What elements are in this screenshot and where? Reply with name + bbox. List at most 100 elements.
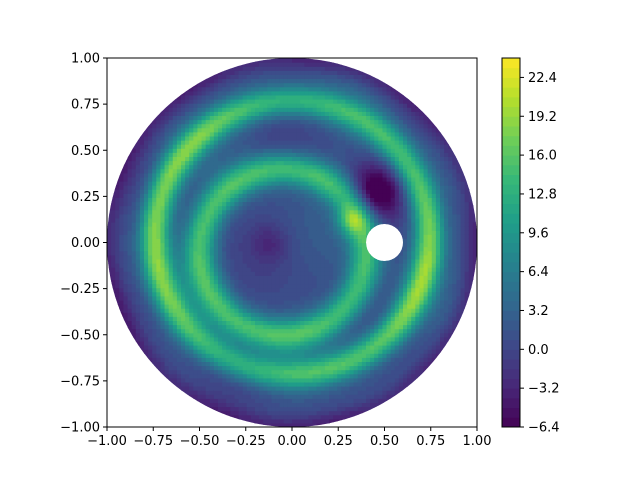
- contour-cell: [333, 312, 338, 317]
- contour-cell: [189, 127, 194, 133]
- contour-cell: [135, 238, 141, 244]
- contour-cell: [218, 115, 223, 121]
- contour-cell: [152, 156, 157, 162]
- contour-cell: [329, 111, 334, 116]
- contour-cell: [275, 291, 281, 297]
- contour-cell: [176, 99, 182, 104]
- contour-cell: [250, 156, 256, 162]
- contour-cell: [255, 62, 260, 67]
- contour-cell: [304, 263, 310, 268]
- contour-cell: [213, 365, 219, 371]
- contour-cell: [275, 402, 281, 408]
- contour-cell: [234, 119, 240, 125]
- contour-cell: [176, 275, 182, 280]
- contour-cell: [197, 258, 203, 264]
- contour-cell: [250, 304, 256, 309]
- contour-cell: [357, 123, 363, 129]
- contour-cell: [164, 357, 170, 362]
- contour-cell: [213, 369, 219, 375]
- contour-cell: [230, 140, 236, 145]
- contour-cell: [152, 295, 157, 301]
- contour-cell: [316, 271, 322, 276]
- contour-cell: [292, 312, 297, 317]
- contour-cell: [329, 185, 334, 190]
- contour-cell: [193, 168, 199, 174]
- contour-cell: [148, 140, 153, 145]
- contour-cell: [213, 99, 219, 104]
- contour-cell: [238, 328, 244, 334]
- contour-cell: [271, 275, 277, 280]
- contour-cell: [189, 140, 194, 145]
- contour-cell: [234, 181, 240, 186]
- contour-cell: [312, 152, 318, 157]
- contour-cell: [312, 226, 318, 231]
- contour-cell: [329, 398, 334, 403]
- contour-cell: [176, 345, 182, 350]
- contour-cell: [197, 94, 203, 100]
- contour-cell: [304, 316, 310, 321]
- contour-cell: [357, 78, 363, 84]
- contour-cell: [271, 94, 277, 100]
- contour-cell: [218, 304, 223, 309]
- contour-cell: [283, 82, 289, 88]
- contour-cell: [185, 242, 190, 248]
- contour-cell: [308, 107, 314, 112]
- contour-cell: [320, 312, 326, 317]
- contour-cell: [357, 156, 363, 162]
- contour-cell: [345, 82, 351, 88]
- contour-cell: [275, 332, 281, 338]
- contour-cell: [308, 168, 314, 174]
- contour-cell: [230, 295, 236, 301]
- contour-cell: [139, 336, 145, 342]
- contour-cell: [201, 193, 207, 198]
- contour-cell: [255, 394, 260, 399]
- contour-cell: [341, 127, 347, 133]
- contour-cell: [271, 328, 277, 334]
- contour-cell: [283, 332, 289, 338]
- contour-cell: [308, 78, 314, 84]
- contour-cell: [263, 377, 268, 383]
- contour-cell: [139, 213, 145, 219]
- contour-cell: [345, 340, 351, 346]
- contour-cell: [172, 365, 178, 371]
- contour-cell: [324, 250, 330, 256]
- contour-cell: [345, 99, 351, 104]
- contour-cell: [341, 86, 347, 92]
- contour-cell: [185, 263, 190, 268]
- contour-cell: [222, 324, 227, 330]
- contour-cell: [185, 164, 190, 170]
- contour-cell: [172, 217, 178, 223]
- contour-cell: [300, 418, 305, 424]
- contour-cell: [279, 127, 285, 133]
- contour-cell: [316, 349, 322, 354]
- contour-cell: [287, 316, 293, 321]
- contour-cell: [312, 213, 318, 219]
- contour-cell: [209, 279, 215, 285]
- contour-cell: [316, 275, 322, 280]
- contour-cell: [337, 287, 342, 293]
- contour-cell: [209, 406, 215, 412]
- contour-cell: [316, 103, 322, 108]
- contour-cell: [353, 287, 359, 293]
- contour-cell: [320, 99, 326, 104]
- contour-cell: [213, 127, 219, 133]
- contour-cell: [205, 176, 211, 182]
- contour-cell: [279, 361, 285, 367]
- contour-cell: [304, 103, 310, 108]
- contour-cell: [148, 312, 153, 317]
- contour-cell: [172, 234, 178, 239]
- contour-cell: [312, 250, 318, 256]
- contour-cell: [279, 414, 285, 420]
- contour-cell: [345, 209, 351, 215]
- contour-cell: [263, 299, 268, 305]
- contour-cell: [320, 164, 326, 170]
- contour-cell: [234, 328, 240, 334]
- contour-cell: [160, 308, 166, 313]
- contour-cell: [242, 238, 248, 244]
- contour-cell: [246, 181, 252, 186]
- contour-cell: [357, 246, 363, 252]
- contour-cell: [271, 340, 277, 346]
- contour-cell: [152, 217, 157, 223]
- contour-cell: [226, 312, 231, 317]
- contour-cell: [209, 90, 215, 96]
